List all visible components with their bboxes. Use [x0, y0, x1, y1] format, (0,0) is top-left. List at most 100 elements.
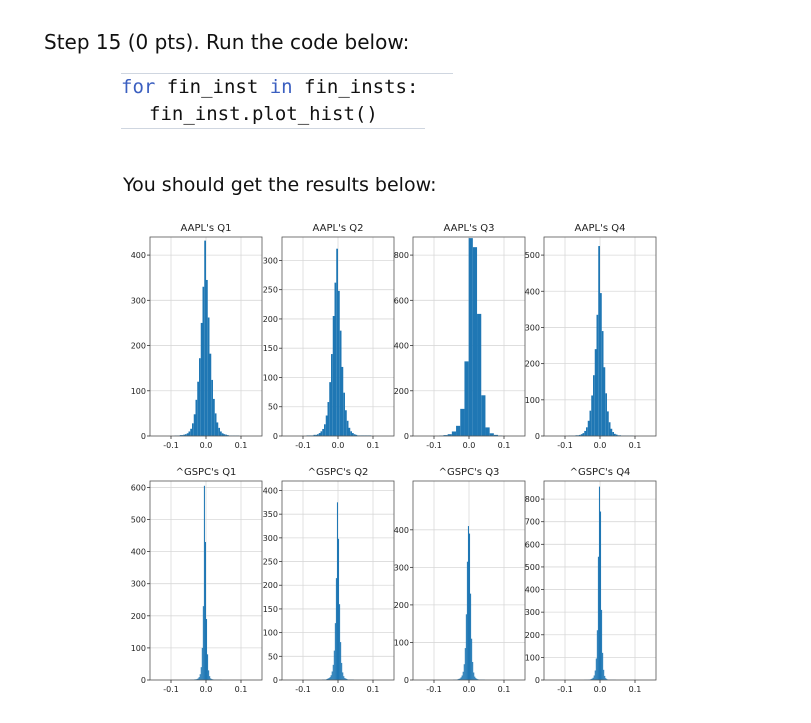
- histogram-bar: [472, 247, 478, 436]
- histogram-bar: [211, 679, 213, 680]
- chart-title: ^GSPC's Q2: [308, 467, 369, 478]
- x-tick-label: 0.1: [629, 685, 642, 694]
- histogram-bar: [481, 395, 486, 436]
- histogram-bar: [325, 415, 328, 436]
- histogram-bar: [225, 434, 227, 436]
- histogram-bar: [336, 248, 338, 436]
- histogram-bar: [326, 679, 328, 680]
- x-tick-label: 0.1: [498, 685, 511, 694]
- histogram-bar: [183, 434, 185, 436]
- histogram-bar: [179, 435, 182, 436]
- histogram-bar: [334, 623, 336, 680]
- histogram-bar: [339, 604, 341, 680]
- y-tick-label: 0: [273, 676, 278, 685]
- y-tick-label: 500: [131, 516, 146, 525]
- histogram-bar: [587, 420, 590, 436]
- y-tick-label: 400: [131, 548, 146, 557]
- y-tick-label: 150: [263, 344, 278, 353]
- histogram-bar: [318, 433, 321, 436]
- histogram-bar: [601, 609, 603, 680]
- histogram-bar: [322, 428, 324, 436]
- histogram-bar: [606, 679, 608, 680]
- y-tick-label: 300: [263, 256, 278, 265]
- histogram-bar: [603, 367, 606, 436]
- histogram-bar: [580, 434, 583, 436]
- histogram-bar: [598, 486, 600, 680]
- y-tick-label: 50: [268, 403, 278, 412]
- y-tick-label: 300: [263, 534, 278, 543]
- x-tick-label: 0.0: [463, 685, 476, 694]
- x-tick-label: 0.1: [629, 441, 642, 450]
- y-tick-label: 200: [525, 360, 540, 369]
- histogram-bar: [614, 433, 616, 436]
- histogram-bar: [597, 556, 599, 680]
- histogram-bar: [605, 678, 607, 680]
- histogram-bar: [474, 676, 476, 680]
- histogram-bar: [493, 434, 499, 436]
- y-tick-label: 350: [263, 510, 278, 519]
- y-tick-label: 100: [263, 629, 278, 638]
- x-tick-label: -0.1: [295, 441, 311, 450]
- y-tick-label: 600: [394, 296, 409, 305]
- histogram-bar: [330, 675, 332, 680]
- histogram-bar: [456, 425, 461, 436]
- histogram-bar: [327, 402, 330, 436]
- histogram-bar: [327, 678, 329, 680]
- histogram-bar: [188, 431, 191, 436]
- y-tick-label: 100: [131, 644, 146, 653]
- y-tick-label: 100: [263, 373, 278, 382]
- histogram-bar: [331, 354, 333, 436]
- histogram-bar: [463, 664, 465, 680]
- histogram-bar: [464, 648, 466, 680]
- histogram-bar: [476, 678, 478, 680]
- histogram-bar: [591, 395, 593, 436]
- histogram-bar: [206, 279, 208, 436]
- y-tick-label: 0: [141, 676, 146, 685]
- histogram-bar: [610, 428, 613, 436]
- y-tick-label: 500: [525, 251, 540, 260]
- code-keyword-in: in: [269, 76, 293, 98]
- chart-title: AAPL's Q2: [313, 223, 364, 234]
- histogram-bar: [477, 313, 482, 436]
- histogram-bar: [355, 434, 358, 436]
- histogram-bar: [604, 675, 606, 680]
- histogram-bar: [193, 414, 196, 436]
- y-tick-label: 0: [141, 432, 146, 441]
- histogram-bar: [221, 433, 224, 436]
- y-tick-label: 250: [263, 286, 278, 295]
- histogram-bar: [342, 672, 344, 680]
- y-tick-label: 400: [263, 486, 278, 495]
- histogram-bar: [603, 669, 605, 680]
- y-tick-label: 800: [394, 251, 409, 260]
- y-tick-label: 50: [268, 652, 278, 661]
- histogram-bar: [190, 428, 192, 436]
- y-tick-label: 700: [525, 518, 540, 527]
- histogram-bar: [350, 431, 352, 436]
- histogram-bar: [331, 671, 333, 680]
- histogram-bar: [209, 676, 211, 680]
- histogram-bar: [329, 677, 331, 680]
- histogram-bar: [468, 238, 473, 436]
- histogram-bar: [338, 290, 340, 436]
- x-tick-label: -0.1: [557, 685, 573, 694]
- code-block: for fin_inst in fin_insts: fin_inst.plot…: [121, 73, 453, 129]
- histogram-bar: [201, 647, 203, 680]
- y-tick-label: 200: [263, 581, 278, 590]
- histogram-bar: [181, 435, 184, 436]
- chart-title: ^GSPC's Q1: [176, 467, 237, 478]
- histogram-bar: [192, 423, 194, 436]
- histogram-bar: [332, 664, 334, 680]
- histogram-figure: 0 100 200 300 400 -0.1 0.0 0.1 AAPL's Q1 0 50 100 15…: [131, 223, 657, 694]
- histogram-bar: [594, 349, 597, 436]
- y-tick-label: 200: [525, 631, 540, 640]
- histogram-bar: [467, 526, 469, 680]
- histogram-bar: [471, 638, 473, 680]
- x-tick-label: 0.0: [332, 441, 345, 450]
- histogram-bar: [334, 282, 337, 436]
- histogram-bar: [598, 246, 600, 436]
- x-tick-label: 0.0: [200, 441, 213, 450]
- histogram-bar: [345, 410, 347, 436]
- histogram-bar: [592, 677, 594, 680]
- code-line-2: fin_inst.plot_hist(): [121, 101, 425, 129]
- histogram-bar: [335, 578, 337, 680]
